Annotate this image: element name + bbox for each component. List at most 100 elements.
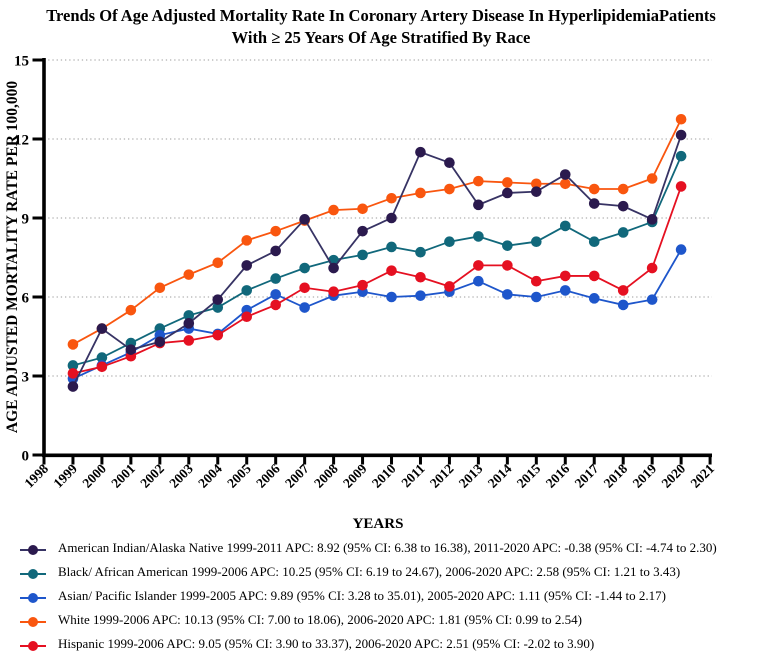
legend-label: Black/ African American 1999-2006 APC: 1… <box>58 564 681 579</box>
legend-label: White 1999-2006 APC: 10.13 (95% CI: 7.00… <box>58 612 582 627</box>
y-axis-title: AGE ADJUSTED MORTALITY RATE PER 100,000 <box>4 81 21 434</box>
data-point-white <box>357 203 368 215</box>
data-point-american-indian-alaska-native <box>473 199 484 211</box>
data-point-white <box>154 282 166 294</box>
data-point-white <box>328 204 339 216</box>
data-point-american-indian-alaska-native <box>125 344 137 355</box>
data-point-black-african-american <box>531 236 542 248</box>
data-point-hispanic <box>328 286 339 298</box>
data-point-asian-pacific-islander <box>559 285 571 296</box>
data-point-white <box>270 225 281 237</box>
x-tick-label: 2010 <box>369 461 399 491</box>
legend-dot-swatch <box>28 617 38 627</box>
series-line-american-indian-alaska-native <box>72 134 682 387</box>
data-point-american-indian-alaska-native <box>444 157 455 169</box>
legend-item-hispanic: Hispanic 1999-2006 APC: 9.05 (95% CI: 3.… <box>20 636 746 652</box>
data-point-hispanic <box>444 281 455 292</box>
data-point-american-indian-alaska-native <box>183 318 195 329</box>
legend-item-black-african-american: Black/ African American 1999-2006 APC: 1… <box>20 564 746 580</box>
data-point-hispanic <box>531 275 542 287</box>
y-axis-ticks: 0 3 6 9 12 15 <box>14 54 44 465</box>
x-tick-label: 2013 <box>456 461 486 491</box>
data-point-asian-pacific-islander <box>299 302 310 313</box>
x-tick-label: 2019 <box>630 461 660 491</box>
data-point-hispanic <box>270 299 281 311</box>
data-point-hispanic <box>415 271 426 283</box>
x-tick-label: 2007 <box>282 461 312 491</box>
data-point-black-african-american <box>588 236 600 248</box>
series-line-white <box>72 118 682 346</box>
data-point-hispanic <box>559 270 571 282</box>
data-point-hispanic <box>96 361 108 373</box>
data-point-hispanic <box>183 335 195 346</box>
data-point-american-indian-alaska-native <box>617 200 629 212</box>
legend-dot-swatch <box>28 593 38 603</box>
x-tick-label: 2004 <box>195 461 225 491</box>
data-point-american-indian-alaska-native <box>299 214 310 225</box>
y-tick-label: 12 <box>14 133 29 149</box>
data-point-american-indian-alaska-native <box>328 262 339 274</box>
data-point-american-indian-alaska-native <box>96 323 108 334</box>
data-point-hispanic <box>473 260 484 271</box>
y-tick-label: 6 <box>22 291 30 307</box>
data-point-white <box>473 175 484 187</box>
legend-dot-swatch <box>28 569 38 579</box>
data-point-black-african-american <box>473 231 484 242</box>
data-point-hispanic <box>241 311 253 323</box>
legend-marker-hispanic <box>20 640 46 652</box>
mortality-trend-chart: Trends Of Age Adjusted Mortality Rate In… <box>4 6 717 532</box>
data-point-american-indian-alaska-native <box>588 198 600 209</box>
x-tick-label: 2001 <box>108 461 138 491</box>
chart-legend: American Indian/Alaska Native 1999-2011 … <box>20 540 746 660</box>
data-point-american-indian-alaska-native <box>646 214 658 225</box>
legend-marker-white <box>20 616 46 628</box>
data-point-black-african-american <box>299 262 310 274</box>
x-tick-label: 2000 <box>79 461 109 491</box>
x-axis-ticks: 1998 1999 2000 2001 2002 2003 2004 2005 2006 2007… <box>21 455 717 491</box>
data-point-american-indian-alaska-native <box>531 186 542 197</box>
data-point-american-indian-alaska-native <box>270 245 281 257</box>
x-tick-label: 2003 <box>166 461 196 491</box>
legend-label: Asian/ Pacific Islander 1999-2005 APC: 9… <box>58 588 666 603</box>
data-point-asian-pacific-islander <box>502 289 513 300</box>
x-tick-label: 2017 <box>572 461 602 491</box>
data-point-black-african-american <box>415 246 426 258</box>
data-point-american-indian-alaska-native <box>502 187 513 199</box>
data-point-black-african-american <box>675 150 687 162</box>
data-point-white <box>617 183 629 195</box>
legend-marker-american-indian-alaska-native <box>20 544 46 556</box>
data-point-hispanic <box>675 181 687 192</box>
data-point-black-african-american <box>444 236 455 248</box>
data-point-white <box>415 187 426 199</box>
legend-label: American Indian/Alaska Native 1999-2011 … <box>58 540 717 555</box>
data-point-american-indian-alaska-native <box>357 225 368 237</box>
x-tick-label: 2006 <box>253 461 283 491</box>
data-point-american-indian-alaska-native <box>67 381 79 392</box>
data-point-white <box>531 178 542 190</box>
x-tick-label: 2008 <box>311 461 341 491</box>
data-point-american-indian-alaska-native <box>154 336 166 348</box>
data-point-white <box>212 257 224 269</box>
data-point-american-indian-alaska-native <box>386 212 397 224</box>
data-point-american-indian-alaska-native <box>415 146 426 158</box>
data-point-black-african-american <box>212 302 224 313</box>
data-point-american-indian-alaska-native <box>212 294 224 305</box>
data-point-black-african-american <box>183 310 195 321</box>
legend-dot-swatch <box>28 641 38 651</box>
data-point-white <box>444 183 455 195</box>
series-line-black-african-american <box>72 155 682 367</box>
chart-title-line2: With ≥ 25 Years Of Age Stratified By Rac… <box>232 28 531 47</box>
data-point-white <box>646 173 658 184</box>
data-point-black-african-american <box>241 285 253 296</box>
data-point-white <box>67 339 79 350</box>
data-point-asian-pacific-islander <box>588 293 600 304</box>
x-tick-label: 2002 <box>137 461 167 491</box>
data-point-american-indian-alaska-native <box>675 129 687 141</box>
data-point-white <box>241 235 253 246</box>
legend-label: Hispanic 1999-2006 APC: 9.05 (95% CI: 3.… <box>58 636 595 651</box>
x-tick-label: 2016 <box>543 461 573 491</box>
data-point-asian-pacific-islander <box>270 289 281 300</box>
data-point-asian-pacific-islander <box>415 290 426 301</box>
data-point-white <box>386 192 397 204</box>
x-tick-label: 2021 <box>688 461 718 491</box>
